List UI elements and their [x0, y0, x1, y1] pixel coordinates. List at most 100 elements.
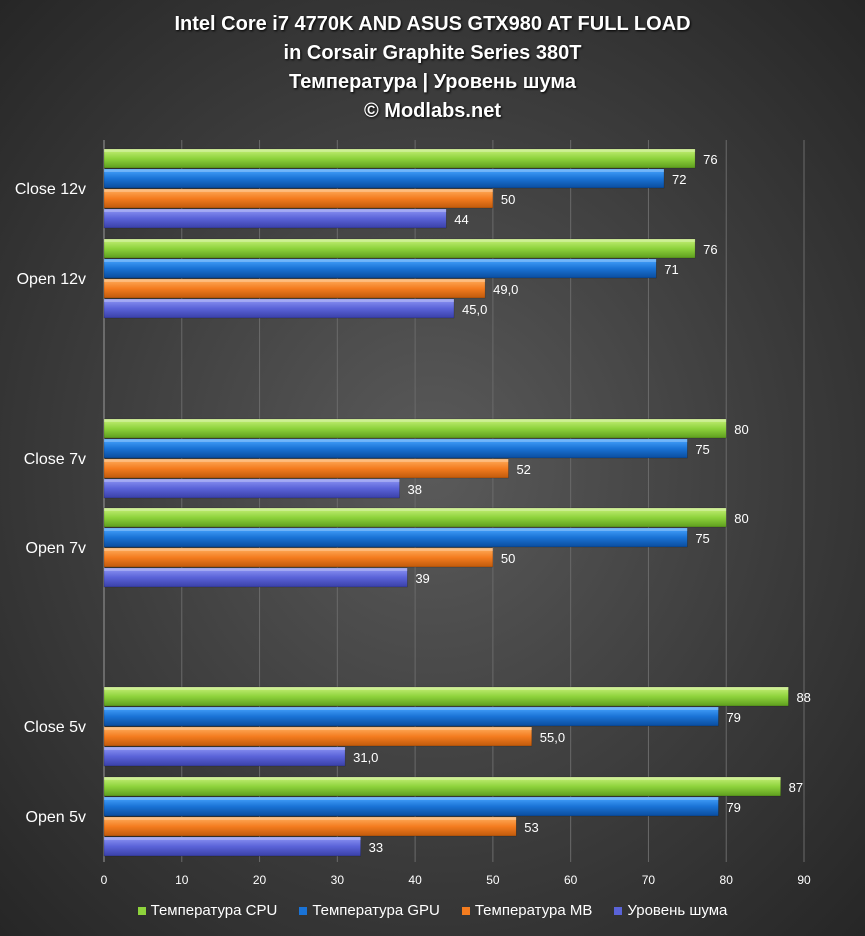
value-label: 50: [501, 192, 515, 207]
value-label: 49,0: [493, 282, 518, 297]
bar-highlight: [104, 817, 517, 820]
value-label: 76: [703, 152, 717, 167]
bar-highlight: [104, 528, 688, 531]
chart-title: Intel Core i7 4770K AND ASUS GTX980 AT F…: [0, 10, 865, 126]
bar-highlight: [104, 439, 688, 442]
bar-highlight: [104, 797, 719, 800]
bar-cpu: [103, 148, 696, 169]
bar-highlight: [104, 189, 493, 192]
value-label: 79: [726, 800, 740, 815]
x-tick-label: 90: [797, 873, 811, 887]
value-label: 87: [789, 780, 803, 795]
value-label: 33: [369, 840, 383, 855]
bar-noise: [103, 208, 447, 229]
bar-highlight: [104, 419, 727, 422]
value-label: 45,0: [462, 302, 487, 317]
x-tick-label: 80: [720, 873, 734, 887]
value-label: 79: [726, 710, 740, 725]
value-label: 80: [734, 422, 748, 437]
legend-swatch: [137, 906, 146, 915]
x-tick-label: 30: [331, 873, 345, 887]
x-tick-label: 60: [564, 873, 578, 887]
value-label: 52: [516, 462, 530, 477]
bar-mb: [103, 458, 509, 479]
x-tick-label: 50: [486, 873, 500, 887]
value-label: 71: [664, 262, 678, 277]
bar-highlight: [104, 299, 454, 302]
bar-cpu: [103, 238, 696, 259]
bar-highlight: [104, 259, 657, 262]
bar-highlight: [104, 548, 493, 551]
bar-cpu: [103, 507, 727, 528]
category-label: Open 5v: [26, 809, 86, 826]
bar-highlight: [104, 479, 400, 482]
bar-highlight: [104, 777, 781, 780]
bar-highlight: [104, 149, 696, 152]
legend-label: Температура CPU: [150, 902, 278, 919]
category-label: Close 5v: [24, 719, 86, 736]
bar-noise: [103, 836, 361, 857]
bar-gpu: [103, 527, 688, 548]
value-label: 80: [734, 511, 748, 526]
bar-gpu: [103, 706, 719, 727]
value-label: 75: [695, 442, 709, 457]
chart-title-line-1: Intel Core i7 4770K AND ASUS GTX980 AT F…: [174, 13, 691, 35]
value-label: 88: [796, 690, 810, 705]
value-label: 39: [415, 571, 429, 586]
bar-gpu: [103, 438, 688, 459]
bar-highlight: [104, 837, 361, 840]
bar-highlight: [104, 727, 532, 730]
bar-mb: [103, 278, 486, 299]
legend-item-noise: Уровень шума: [614, 902, 727, 919]
value-label: 38: [408, 482, 422, 497]
category-label: Open 12v: [17, 271, 86, 288]
x-tick-label: 40: [408, 873, 422, 887]
legend: Температура CPU Температура GPU Температур…: [0, 902, 865, 919]
bar-highlight: [104, 459, 509, 462]
bar-highlight: [104, 707, 719, 710]
bar-mb: [103, 547, 494, 568]
bar-highlight: [104, 279, 486, 282]
bar-cpu: [103, 418, 727, 439]
bar-highlight: [104, 239, 696, 242]
bars: [103, 148, 789, 857]
category-label: Close 12v: [15, 181, 86, 198]
value-label: 31,0: [353, 750, 378, 765]
bar-gpu: [103, 258, 657, 279]
category-label: Close 7v: [24, 451, 86, 468]
bar-highlight: [104, 687, 789, 690]
chart-title-line-2: in Corsair Graphite Series 380T: [283, 42, 582, 64]
bar-highlight: [104, 508, 727, 511]
bar-noise: [103, 478, 400, 499]
legend-label: Уровень шума: [627, 902, 728, 919]
bar-gpu: [103, 796, 719, 817]
bar-highlight: [104, 169, 664, 172]
legend-item-gpu: Температура GPU: [299, 902, 440, 919]
legend-swatch: [461, 906, 470, 915]
bar-highlight: [104, 568, 408, 571]
x-tick-label: 20: [253, 873, 267, 887]
legend-item-mb: Температура MB: [461, 902, 593, 919]
legend-swatch: [299, 906, 308, 915]
bar-noise: [103, 746, 346, 767]
chart-title-line-3: Температура | Уровень шума: [288, 71, 576, 93]
bar-noise: [103, 298, 455, 319]
bar-gpu: [103, 168, 665, 189]
bar-noise: [103, 567, 408, 588]
value-label: 72: [672, 172, 686, 187]
value-label: 55,0: [540, 730, 565, 745]
chart-title-line-4: © Modlabs.net: [364, 100, 501, 122]
legend-label: Температура GPU: [312, 902, 440, 919]
x-tick-label: 0: [101, 873, 108, 887]
value-label: 53: [524, 820, 538, 835]
value-label: 44: [454, 212, 468, 227]
value-label: 75: [695, 531, 709, 546]
value-label: 50: [501, 551, 515, 566]
bar-cpu: [103, 776, 781, 797]
legend-label: Температура MB: [474, 902, 593, 919]
category-label: Open 7v: [26, 540, 86, 557]
bar-highlight: [104, 747, 346, 750]
labels: 0 10 20 30 40 50 60 70 80 90 76 72 50 44 Close 12v 76 71…: [15, 152, 811, 887]
legend-swatch: [614, 906, 623, 915]
